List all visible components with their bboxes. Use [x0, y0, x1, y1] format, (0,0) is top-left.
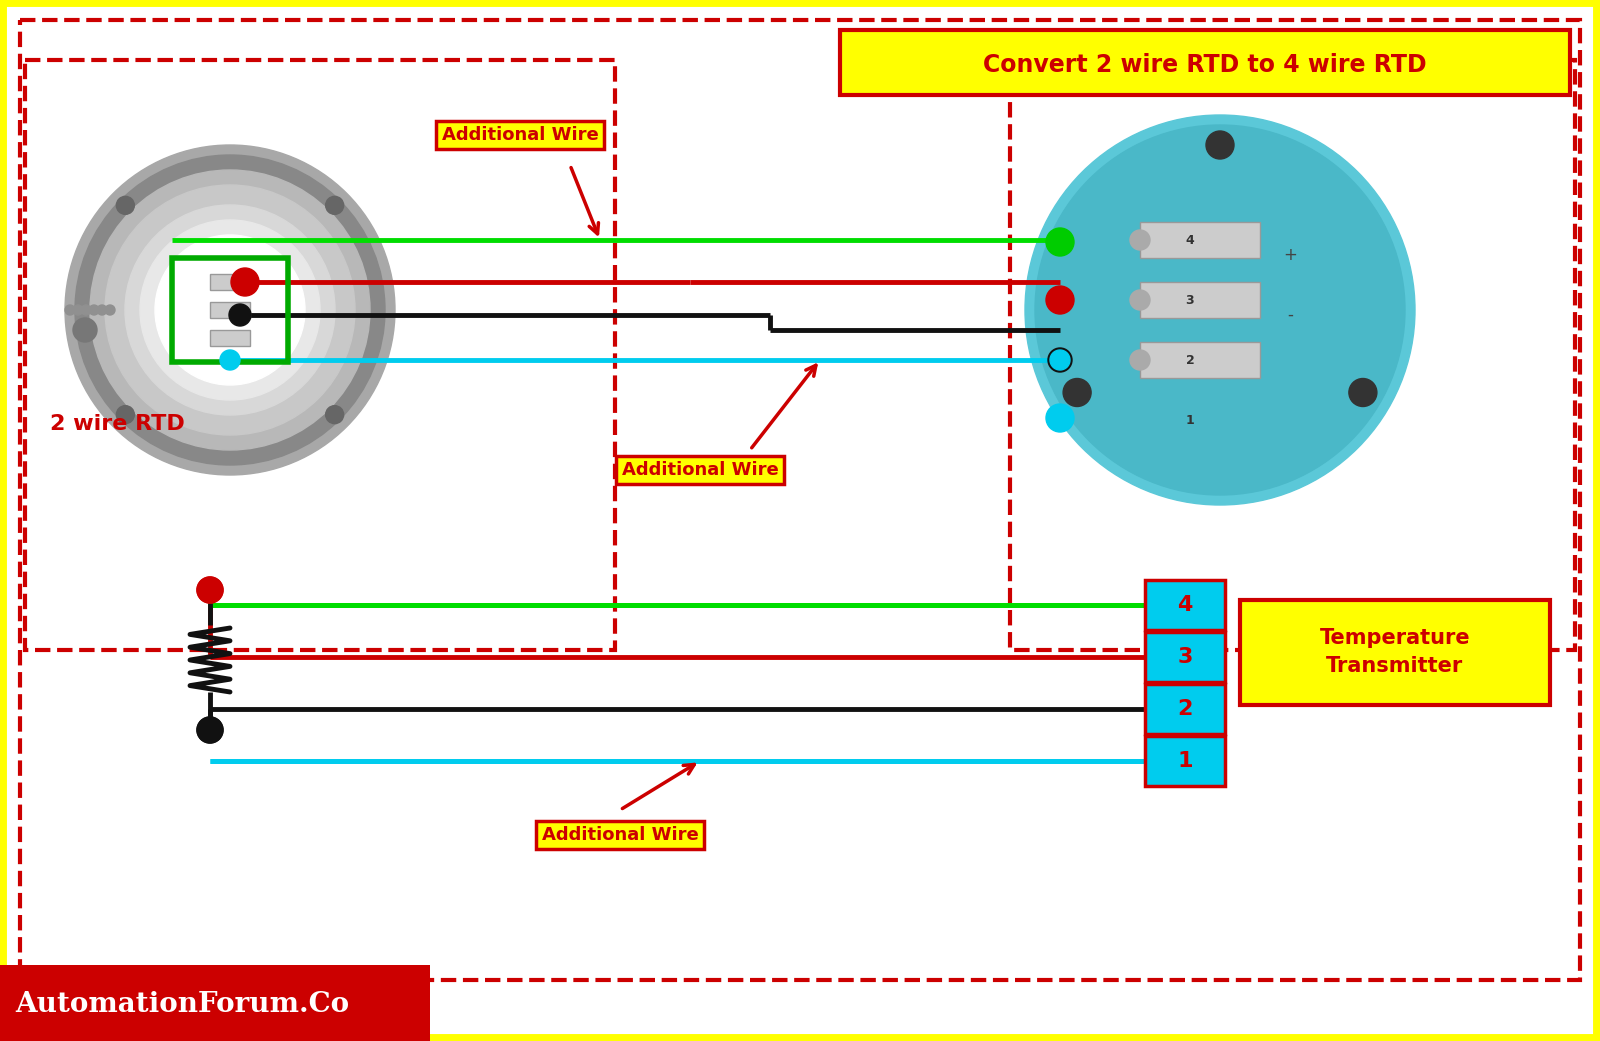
Circle shape [66, 305, 75, 315]
Circle shape [1130, 290, 1150, 310]
Text: 2: 2 [1178, 699, 1192, 719]
Text: 2: 2 [1186, 354, 1194, 366]
Text: 4: 4 [1178, 595, 1192, 615]
Circle shape [106, 305, 115, 315]
Text: AutomationForum.Co: AutomationForum.Co [14, 991, 349, 1018]
Text: Additional Wire: Additional Wire [542, 826, 698, 844]
Text: 1: 1 [1186, 413, 1194, 427]
Circle shape [66, 145, 395, 475]
Circle shape [197, 717, 222, 743]
Text: Convert 2 wire RTD to 4 wire RTD: Convert 2 wire RTD to 4 wire RTD [982, 53, 1427, 77]
FancyBboxPatch shape [840, 30, 1570, 95]
Circle shape [74, 318, 98, 342]
FancyBboxPatch shape [1146, 632, 1226, 682]
Bar [210, 274, 250, 290]
Circle shape [197, 577, 222, 603]
Bar [1139, 342, 1261, 378]
Circle shape [117, 406, 134, 424]
Circle shape [1050, 230, 1070, 250]
Text: 4: 4 [1186, 233, 1194, 247]
Circle shape [1062, 379, 1091, 406]
Circle shape [1130, 350, 1150, 370]
Bar [210, 302, 250, 318]
Circle shape [197, 717, 222, 743]
Circle shape [230, 268, 259, 296]
Circle shape [229, 304, 251, 326]
Circle shape [197, 577, 222, 603]
Bar [0, 965, 430, 1041]
Circle shape [117, 197, 134, 214]
Circle shape [141, 220, 320, 400]
FancyBboxPatch shape [1146, 736, 1226, 786]
Circle shape [1130, 230, 1150, 250]
Circle shape [1046, 286, 1074, 314]
Text: +: + [1283, 246, 1298, 264]
Circle shape [106, 185, 355, 435]
Circle shape [1046, 404, 1074, 432]
FancyBboxPatch shape [1240, 600, 1550, 705]
Circle shape [82, 305, 91, 315]
Circle shape [326, 197, 344, 214]
Bar [1139, 282, 1261, 318]
Circle shape [1050, 350, 1070, 370]
Circle shape [98, 305, 107, 315]
Circle shape [90, 305, 99, 315]
FancyBboxPatch shape [1146, 580, 1226, 630]
Circle shape [1206, 131, 1234, 159]
Circle shape [1026, 115, 1414, 505]
Circle shape [75, 155, 386, 465]
Text: 3: 3 [1186, 294, 1194, 306]
Circle shape [1046, 228, 1074, 256]
Circle shape [326, 406, 344, 424]
Circle shape [125, 205, 334, 415]
Circle shape [155, 235, 306, 385]
FancyBboxPatch shape [1146, 684, 1226, 734]
Circle shape [90, 170, 370, 450]
Text: Additional Wire: Additional Wire [622, 461, 778, 479]
Text: 1: 1 [1178, 751, 1192, 771]
Circle shape [1349, 379, 1378, 406]
Text: 3: 3 [1178, 648, 1192, 667]
Circle shape [1035, 125, 1405, 496]
Bar [1139, 222, 1261, 258]
Circle shape [221, 350, 240, 370]
Text: 2 wire RTD: 2 wire RTD [50, 414, 184, 434]
Text: Temperature
Transmitter: Temperature Transmitter [1320, 628, 1470, 676]
Text: Additional Wire: Additional Wire [442, 126, 598, 144]
Circle shape [74, 305, 83, 315]
Bar [210, 330, 250, 346]
Circle shape [1048, 348, 1072, 372]
Text: -: - [1286, 306, 1293, 324]
